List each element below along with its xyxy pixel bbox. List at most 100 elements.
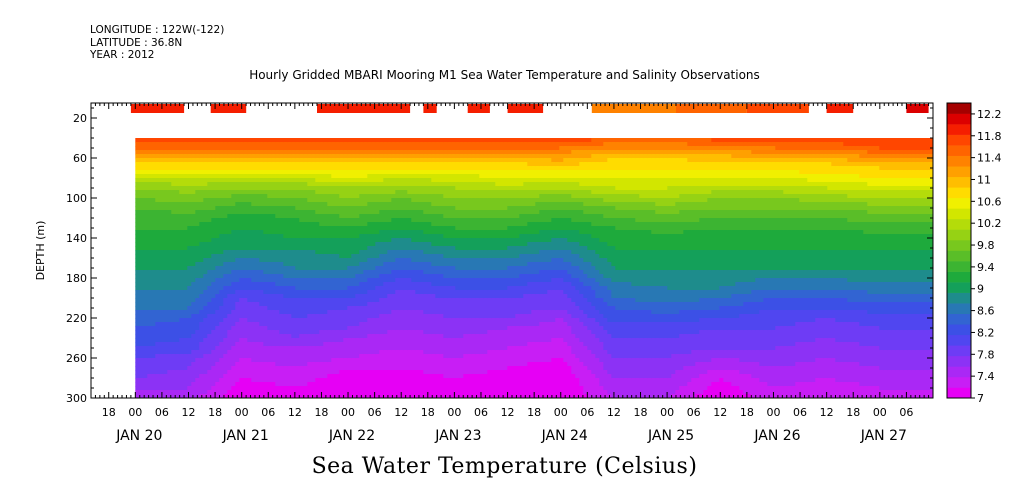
heatmap-cell [207, 222, 212, 227]
heatmap-cell [339, 314, 344, 319]
heatmap-cell [311, 310, 316, 315]
heatmap-cell [223, 166, 228, 171]
heatmap-cell [175, 214, 180, 219]
heatmap-cell [387, 186, 392, 191]
heatmap-cell [439, 238, 444, 243]
heatmap-cell [159, 142, 164, 147]
heatmap-cell [259, 366, 264, 371]
heatmap-cell [359, 178, 364, 183]
heatmap-cell [255, 150, 260, 155]
heatmap-cell [299, 274, 304, 279]
heatmap-cell [423, 326, 428, 331]
heatmap-cell [275, 362, 280, 367]
heatmap-cell [219, 302, 224, 307]
heatmap-cell [439, 314, 444, 319]
heatmap-cell [359, 262, 364, 267]
heatmap-cell [431, 386, 436, 391]
heatmap-cell [291, 386, 296, 391]
heatmap-cell [219, 334, 224, 339]
heatmap-cell [147, 318, 152, 323]
heatmap-cell [347, 150, 352, 155]
heatmap-cell [167, 226, 172, 231]
heatmap-cell [211, 186, 216, 191]
heatmap-cell [267, 158, 272, 163]
heatmap-cell [431, 198, 436, 203]
heatmap-cell [263, 274, 268, 279]
heatmap-cell [263, 358, 268, 363]
heatmap-cell [207, 374, 212, 379]
heatmap-cell [171, 294, 176, 299]
heatmap-cell [139, 318, 144, 323]
heatmap-cell [431, 178, 436, 183]
heatmap-cell [247, 366, 252, 371]
heatmap-cell [187, 230, 192, 235]
heatmap-cell [379, 210, 384, 215]
heatmap-cell [379, 202, 384, 207]
heatmap-cell [211, 270, 216, 275]
heatmap-cell [339, 246, 344, 251]
heatmap-cell [223, 162, 228, 167]
heatmap-cell [183, 266, 188, 271]
heatmap-cell [139, 342, 144, 347]
heatmap-cell [395, 334, 400, 339]
heatmap-cell [415, 266, 420, 271]
heatmap-cell [279, 326, 284, 331]
heatmap-cell [351, 186, 356, 191]
heatmap-cell [179, 298, 184, 303]
heatmap-cell [423, 314, 428, 319]
heatmap-cell [299, 286, 304, 291]
heatmap-cell [403, 362, 408, 367]
heatmap-cell [343, 394, 348, 398]
heatmap-cell [439, 266, 444, 271]
heatmap-cell [427, 182, 432, 187]
heatmap-cell [311, 238, 316, 243]
heatmap-cell [411, 322, 416, 327]
heatmap-cell [191, 142, 196, 147]
heatmap-cell [183, 254, 188, 259]
heatmap-cell [291, 330, 296, 335]
heatmap-cell [211, 194, 216, 199]
heatmap-cell [195, 238, 200, 243]
heatmap-cell [339, 230, 344, 235]
heatmap-cell [247, 298, 252, 303]
heatmap-cell [319, 178, 324, 183]
heatmap-cell [331, 234, 336, 239]
heatmap-cell [379, 194, 384, 199]
heatmap-cell [187, 190, 192, 195]
heatmap-cell [351, 170, 356, 175]
heatmap-cell [203, 226, 208, 231]
heatmap-cell [271, 242, 276, 247]
heatmap-cell [207, 214, 212, 219]
heatmap-cell [207, 242, 212, 247]
heatmap-cell [219, 286, 224, 291]
heatmap-cell [291, 350, 296, 355]
heatmap-cell [283, 342, 288, 347]
heatmap-cell [215, 282, 220, 287]
heatmap-cell [407, 162, 412, 167]
heatmap-cell [199, 150, 204, 155]
heatmap-cell [403, 190, 408, 195]
heatmap-cell [139, 186, 144, 191]
heatmap-cell [279, 366, 284, 371]
heatmap-cell [147, 238, 152, 243]
heatmap-cell [391, 294, 396, 299]
heatmap-cell [387, 310, 392, 315]
heatmap-cell [179, 202, 184, 207]
heatmap-cell [435, 174, 440, 179]
heatmap-cell [387, 270, 392, 275]
heatmap-cell [135, 294, 140, 299]
heatmap-cell [387, 210, 392, 215]
heatmap-cell [431, 354, 436, 359]
heatmap-cell [283, 274, 288, 279]
heatmap-cell [391, 318, 396, 323]
heatmap-cell [311, 234, 316, 239]
heatmap-cell [227, 186, 232, 191]
heatmap-cell [423, 138, 428, 143]
heatmap-cell [355, 234, 360, 239]
heatmap-cell [327, 214, 332, 219]
heatmap-cell [179, 374, 184, 379]
heatmap-cell [415, 150, 420, 155]
heatmap-cell [339, 318, 344, 323]
heatmap-cell [395, 230, 400, 235]
heatmap-cell [311, 330, 316, 335]
